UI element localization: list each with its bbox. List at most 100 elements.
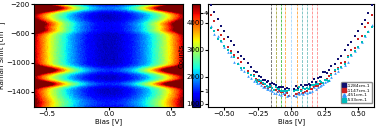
Point bbox=[318, 80, 324, 83]
Point bbox=[322, 71, 328, 73]
Legend: -1284cm-1, -1147cm-1, -451cm-1, -533cm-1: -1284cm-1, -1147cm-1, -451cm-1, -533cm-1 bbox=[341, 82, 372, 103]
Point bbox=[218, 40, 224, 42]
Point bbox=[284, 90, 290, 92]
Point bbox=[355, 45, 361, 48]
Point bbox=[274, 87, 280, 90]
Point bbox=[294, 89, 301, 91]
Point bbox=[238, 67, 244, 69]
Point bbox=[258, 82, 264, 84]
Point bbox=[284, 87, 290, 89]
Point bbox=[245, 62, 251, 64]
Point bbox=[300, 92, 306, 94]
Point bbox=[305, 90, 311, 93]
Point bbox=[332, 70, 338, 72]
Point bbox=[280, 86, 286, 88]
Point bbox=[269, 90, 275, 92]
Point bbox=[320, 83, 326, 85]
Point bbox=[208, 27, 214, 29]
Point bbox=[265, 86, 271, 88]
Point bbox=[254, 81, 260, 83]
Point bbox=[296, 86, 302, 88]
Point bbox=[362, 26, 368, 28]
Point bbox=[320, 82, 326, 84]
Point bbox=[324, 79, 330, 82]
Point bbox=[300, 93, 306, 95]
Point bbox=[285, 89, 291, 91]
Point bbox=[349, 48, 355, 51]
Point bbox=[335, 69, 341, 72]
Point bbox=[320, 82, 326, 84]
Point bbox=[298, 92, 304, 94]
Point bbox=[369, 14, 375, 16]
Point bbox=[318, 84, 324, 87]
Point bbox=[278, 85, 284, 88]
Point bbox=[262, 79, 268, 81]
Point bbox=[258, 80, 264, 83]
Point bbox=[365, 11, 371, 14]
Point bbox=[231, 44, 237, 46]
Point bbox=[316, 85, 322, 87]
Point bbox=[315, 85, 321, 88]
Point bbox=[362, 35, 368, 38]
Point bbox=[218, 24, 224, 27]
Point bbox=[242, 67, 248, 69]
Point bbox=[320, 71, 326, 73]
Point bbox=[296, 92, 302, 94]
Point bbox=[256, 75, 262, 77]
Point bbox=[267, 85, 273, 87]
Point bbox=[291, 94, 297, 96]
Point bbox=[235, 57, 241, 59]
Point bbox=[316, 83, 322, 85]
Point bbox=[324, 78, 330, 80]
Point bbox=[284, 92, 290, 94]
Point bbox=[260, 83, 266, 85]
Point bbox=[238, 61, 244, 64]
Point bbox=[328, 73, 335, 75]
Point bbox=[254, 79, 260, 81]
Point bbox=[322, 79, 328, 81]
Point bbox=[278, 91, 284, 94]
Point bbox=[260, 79, 266, 81]
Point bbox=[307, 86, 313, 88]
Point bbox=[316, 80, 322, 82]
Point bbox=[248, 77, 254, 79]
Point bbox=[345, 61, 351, 63]
Point bbox=[338, 66, 344, 68]
Point bbox=[296, 86, 302, 88]
Point bbox=[304, 83, 310, 86]
Point bbox=[256, 80, 262, 82]
Point bbox=[358, 41, 364, 43]
Point bbox=[235, 50, 241, 53]
Point bbox=[253, 78, 259, 81]
Point bbox=[280, 91, 286, 93]
Point bbox=[276, 87, 282, 90]
Point bbox=[271, 83, 277, 85]
Point bbox=[328, 74, 335, 76]
Point bbox=[211, 10, 217, 13]
Point bbox=[352, 50, 358, 52]
Point bbox=[293, 85, 299, 87]
Point bbox=[280, 90, 286, 92]
Point bbox=[271, 89, 277, 91]
Point bbox=[269, 87, 275, 90]
Point bbox=[231, 60, 237, 63]
Point bbox=[345, 56, 351, 58]
Point bbox=[274, 91, 280, 93]
Point bbox=[355, 46, 361, 48]
Point bbox=[267, 83, 273, 85]
Point bbox=[225, 49, 231, 51]
Point bbox=[309, 81, 315, 83]
Point bbox=[332, 72, 338, 74]
Point bbox=[211, 20, 217, 22]
Point bbox=[251, 70, 257, 72]
Point bbox=[273, 84, 279, 86]
Point bbox=[228, 52, 234, 54]
Point bbox=[225, 46, 231, 48]
Point bbox=[248, 66, 254, 68]
Point bbox=[256, 79, 262, 81]
Point bbox=[300, 86, 306, 88]
Point bbox=[282, 94, 288, 96]
Point bbox=[324, 72, 330, 74]
Point bbox=[282, 88, 288, 90]
Point bbox=[304, 92, 310, 94]
